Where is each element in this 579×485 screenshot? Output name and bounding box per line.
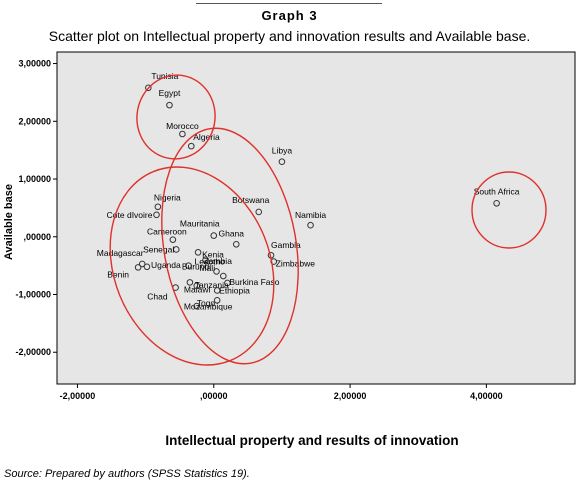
point-label: Algeria [193, 132, 220, 142]
point-label: Botswana [232, 195, 270, 205]
point-label: Ethiopia [219, 285, 250, 295]
data-point [232, 240, 240, 248]
data-point [145, 84, 152, 92]
data-point [153, 211, 160, 219]
data-point [193, 282, 201, 290]
data-point [224, 279, 231, 287]
highlight-circle [136, 74, 216, 160]
y-tick-label: -2,00000 [15, 347, 51, 357]
axes-layer: -2,00000 ,00000 2,00000 4,00000 3,00000 2,000… [15, 59, 502, 401]
point-label: Burundi [182, 261, 211, 271]
x-tick-label: 2,00000 [334, 391, 367, 401]
point-label: Mauritania [180, 219, 220, 229]
highlight-circle [161, 127, 299, 365]
point-label: South Africa [474, 186, 520, 196]
point-label: Namibia [295, 210, 326, 220]
point-label: Mali [200, 263, 216, 273]
point-label: Zimbabwe [276, 259, 315, 269]
point-label: Gambia [271, 240, 301, 250]
y-tick-label: 1,00000 [18, 174, 51, 184]
data-point [138, 260, 146, 268]
data-point [278, 158, 286, 166]
y-tick-label: -1,00000 [15, 290, 51, 300]
data-point [134, 264, 142, 271]
point-label: Cameroon [147, 227, 187, 237]
point-label: Kenia [202, 249, 224, 259]
data-point [143, 263, 151, 271]
data-point [255, 208, 263, 216]
data-point [307, 221, 314, 229]
data-point [185, 262, 192, 269]
point-label: Senegal [143, 244, 174, 254]
data-point [213, 268, 220, 275]
source-note: Source: Prepared by authors (SPSS Statis… [4, 468, 250, 480]
point-label: Togo [197, 298, 216, 308]
point-label: Benin [107, 269, 129, 279]
data-point [210, 232, 218, 239]
data-point [220, 272, 227, 280]
point-label: Madagascar [97, 248, 144, 258]
data-point [172, 246, 180, 253]
data-point [194, 249, 202, 256]
highlight-circles [109, 74, 547, 366]
point-label: Morocco [166, 121, 199, 131]
highlight-circle [471, 171, 547, 249]
data-point [202, 256, 209, 264]
data-point [166, 101, 173, 109]
graph-title: Graph 3 [261, 8, 318, 23]
plot-area [56, 51, 576, 385]
y-tick-label: ,00000 [23, 232, 51, 242]
y-tick-label: 3,00000 [18, 59, 51, 69]
point-label: Tanzania [195, 280, 229, 290]
point-label: Ghana [218, 228, 244, 238]
data-point [193, 302, 201, 310]
graph-subtitle: Scatter plot on Intellectual property an… [48, 28, 531, 44]
data-point [179, 130, 186, 138]
point-label: Egypt [159, 88, 181, 98]
highlight-circle [109, 166, 275, 366]
point-label: Chad [147, 292, 168, 302]
data-point [187, 142, 195, 150]
point-label: Cote dIvoire [107, 210, 153, 220]
x-tick-label: -2,00000 [60, 391, 96, 401]
point-label: Tunisia [151, 71, 178, 81]
data-point [169, 236, 177, 243]
data-point [213, 296, 221, 304]
data-point [186, 279, 194, 286]
data-point [493, 199, 500, 207]
top-rule [196, 3, 382, 4]
x-tick-label: 4,00000 [470, 391, 503, 401]
point-label: Libya [272, 146, 293, 156]
y-tick-label: 2,00000 [18, 116, 51, 126]
data-point [154, 203, 162, 211]
point-label: Burkina Faso [229, 277, 279, 287]
scatter-chart: -2,00000 ,00000 2,00000 4,00000 3,00000 2,000… [3, 51, 576, 448]
x-tick-label: ,00000 [200, 391, 228, 401]
point-label: Malawi [184, 284, 211, 294]
data-point [213, 287, 221, 294]
point-label: Lesotho [195, 257, 226, 267]
x-axis-label: Intellectual property and results of inn… [165, 433, 458, 448]
point-label: Nigeria [154, 193, 181, 203]
point-label: Mozambique [184, 301, 233, 311]
point-label: Zambia [204, 256, 233, 266]
y-axis-label: Available base [3, 184, 15, 260]
